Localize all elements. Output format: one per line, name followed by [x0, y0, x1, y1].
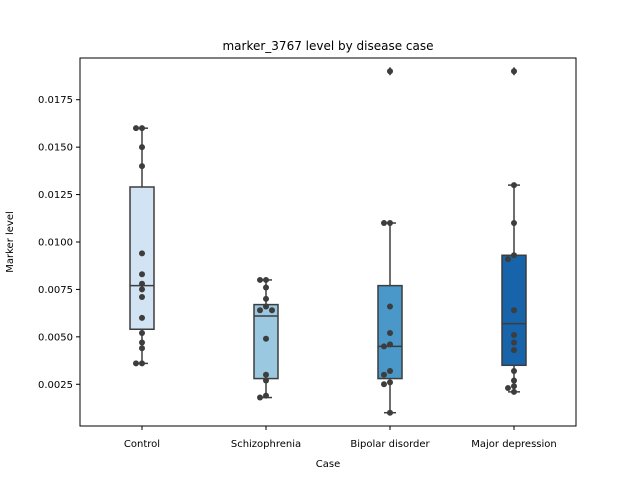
- data-point: [257, 307, 263, 314]
- data-point: [139, 280, 145, 287]
- data-point: [139, 294, 145, 301]
- data-point: [139, 345, 145, 352]
- data-point: [263, 284, 269, 291]
- x-tick-label: Bipolar disorder: [350, 439, 430, 450]
- y-tick-label: 0.0050: [38, 332, 73, 343]
- y-axis: 0.0025 0.0050 0.0075 0.0100 0.0125 0.0150 0.01…: [38, 95, 80, 391]
- data-point: [381, 220, 387, 227]
- data-point: [263, 377, 269, 384]
- data-point: [387, 367, 393, 374]
- data-point: [139, 314, 145, 321]
- box-group: [129, 127, 155, 365]
- data-point: [511, 252, 517, 259]
- data-point: [387, 409, 393, 416]
- data-point: [381, 371, 387, 378]
- box-group: [377, 66, 403, 414]
- point-group: [133, 125, 145, 367]
- y-tick-label: 0.0150: [38, 143, 73, 154]
- data-point: [511, 68, 517, 75]
- data-point: [381, 343, 387, 350]
- data-point: [263, 276, 269, 283]
- x-tick-label: Control: [124, 439, 160, 450]
- data-point: [263, 392, 269, 399]
- y-tick-label: 0.0175: [38, 95, 73, 106]
- data-point: [505, 256, 511, 263]
- point-group: [505, 68, 517, 395]
- data-point: [139, 286, 145, 293]
- x-axis-label: Case: [316, 459, 340, 470]
- data-point: [511, 377, 517, 384]
- box-body: [129, 186, 155, 331]
- data-point: [511, 307, 517, 314]
- x-tick-label: Schizophrenia: [231, 439, 301, 450]
- data-point: [139, 271, 145, 278]
- data-point: [263, 371, 269, 378]
- y-axis-label: Marker level: [5, 211, 16, 273]
- y-tick-label: 0.0125: [38, 190, 73, 201]
- y-tick-label: 0.0025: [38, 380, 73, 391]
- data-point: [263, 335, 269, 342]
- data-point: [511, 347, 517, 354]
- data-point: [139, 330, 145, 337]
- data-point: [139, 125, 145, 132]
- point-group: [381, 68, 393, 416]
- data-point: [269, 307, 275, 314]
- data-point: [133, 125, 139, 132]
- data-point: [387, 330, 393, 337]
- data-point: [139, 144, 145, 151]
- point-group: [257, 276, 275, 401]
- data-point: [511, 182, 517, 189]
- data-point: [387, 68, 393, 75]
- data-point: [133, 360, 139, 367]
- data-point: [511, 220, 517, 227]
- data-point: [257, 394, 263, 401]
- data-point: [263, 295, 269, 302]
- data-point: [387, 379, 393, 386]
- data-point: [387, 220, 393, 227]
- data-point: [511, 388, 517, 395]
- data-point: [257, 276, 263, 283]
- data-point: [263, 303, 269, 310]
- data-point: [139, 339, 145, 346]
- data-point: [139, 360, 145, 367]
- plot-area: [129, 66, 527, 416]
- data-point: [387, 341, 393, 348]
- data-point: [139, 250, 145, 257]
- data-point: [511, 367, 517, 374]
- y-tick-label: 0.0075: [38, 285, 73, 296]
- data-point: [139, 163, 145, 170]
- data-point: [511, 331, 517, 338]
- data-point: [511, 383, 517, 390]
- x-tick-label: Major depression: [471, 439, 557, 450]
- y-tick-label: 0.0100: [38, 238, 73, 249]
- data-point: [387, 303, 393, 310]
- x-axis: Control Schizophrenia Bipolar disorder Majo…: [124, 426, 557, 450]
- data-point: [381, 381, 387, 388]
- data-point: [505, 385, 511, 392]
- data-point: [511, 339, 517, 346]
- chart-title: marker_3767 level by disease case: [222, 39, 433, 53]
